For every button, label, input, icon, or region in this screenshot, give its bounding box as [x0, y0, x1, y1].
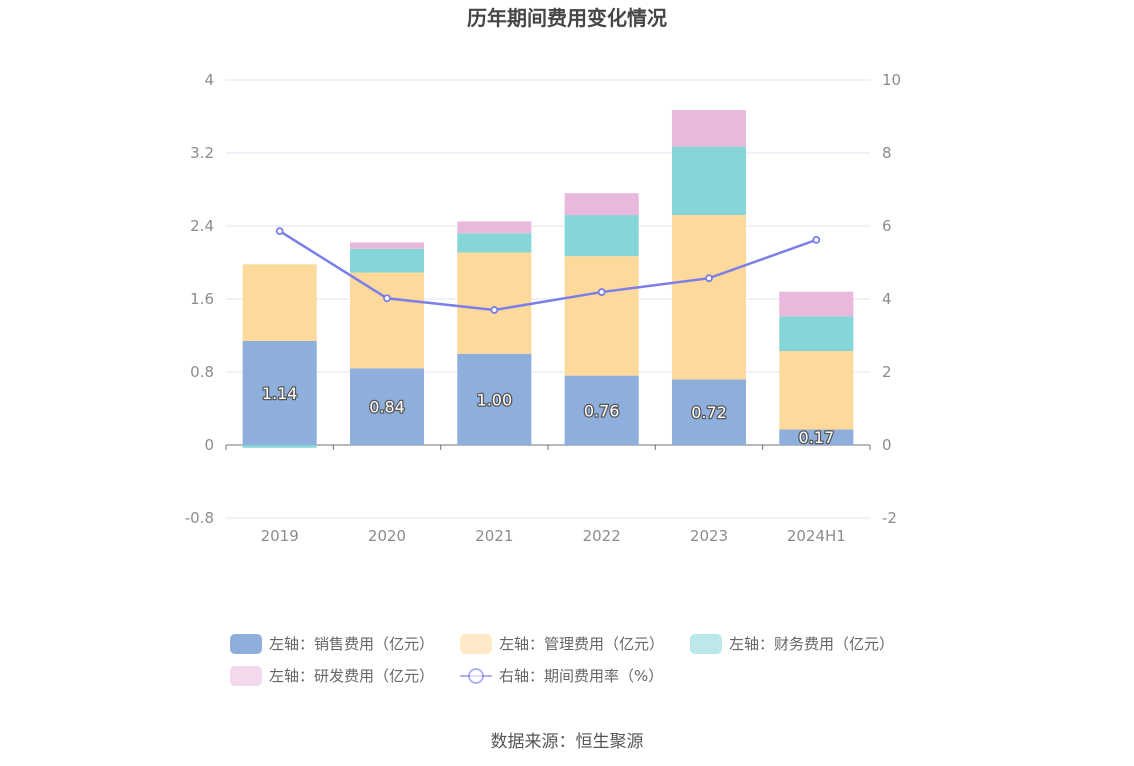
left-axis-tick-label: 2.4 [190, 217, 214, 235]
bar [671, 146, 747, 216]
right-axis-tick-label: 0 [882, 436, 892, 454]
x-axis-category-label: 2023 [690, 527, 728, 545]
left-axis-tick-label: 1.6 [190, 290, 214, 308]
bar [779, 291, 854, 317]
legend-swatch [230, 634, 262, 654]
legend-swatch [690, 634, 722, 654]
bar [779, 351, 854, 430]
chart-title: 历年期间费用变化情况 [467, 6, 667, 30]
left-axis-tick-label: 0.8 [190, 363, 214, 381]
left-axis-tick-label: -0.8 [185, 509, 214, 527]
left-axis-tick-label: 0 [204, 436, 214, 454]
right-axis-tick-label: 4 [882, 290, 892, 308]
bar-value-label: 0.84 [369, 398, 405, 417]
right-axis-tick-label: 6 [882, 217, 892, 235]
rate-point [597, 288, 606, 296]
bar [671, 379, 747, 445]
bar [564, 193, 639, 216]
legend: 左轴：销售费用（亿元） 左轴：管理费用（亿元） 左轴：财务费用（亿元） 左轴：研发费用… [230, 634, 894, 686]
legend-item-label: 左轴：研发费用（亿元） [269, 667, 434, 685]
bar [242, 264, 317, 341]
data-labels: 1.14 0.84 1.00 0.76 0.72 0.17 [261, 383, 836, 449]
legend-item-label: 左轴：管理费用（亿元） [499, 635, 664, 653]
source-text: 数据来源：恒生聚源 [491, 732, 644, 752]
right-axis-tick-label: -2 [882, 509, 897, 527]
rate-point [812, 235, 821, 244]
legend-item-label: 右轴：期间费用率（%） [499, 667, 663, 685]
right-axis-tick-label: 8 [882, 144, 892, 162]
bar [564, 215, 639, 257]
x-axis-category-label: 2019 [261, 527, 299, 545]
rate-line-series [275, 227, 821, 314]
bar [564, 256, 639, 376]
bar [457, 221, 532, 234]
legend-item-label: 左轴：销售费用（亿元） [269, 635, 434, 653]
bar-value-label: 1.00 [477, 390, 513, 409]
left-axis-tick-label: 4 [204, 71, 214, 89]
left-axis-tick-label: 3.2 [190, 144, 214, 162]
axes: 4 3.2 2.4 1.6 0.8 0 -0.8 10 8 6 4 2 0 -2 2019 2020 2021 2… [185, 71, 901, 545]
bar [671, 215, 747, 380]
rate-line [279, 230, 817, 312]
bar-value-label: 0.72 [691, 403, 727, 422]
bar [349, 242, 425, 249]
rate-point [383, 294, 391, 303]
x-axis-category-label: 2021 [475, 527, 513, 545]
bar [349, 248, 425, 273]
x-axis-category-label: 2022 [583, 527, 621, 545]
bar-series [242, 110, 854, 448]
bar [671, 110, 747, 147]
bar [457, 233, 532, 253]
right-axis-tick-label: 2 [882, 363, 892, 381]
bar [564, 375, 639, 445]
bar-value-label: 0.76 [584, 401, 620, 420]
bar [457, 252, 532, 354]
bar-value-label: 1.14 [262, 384, 298, 403]
bar [349, 272, 425, 369]
right-axis-tick-label: 10 [882, 71, 901, 89]
bar-value-label: 0.17 [799, 428, 835, 447]
x-axis-category-label: 2020 [368, 527, 406, 545]
grid-lines [226, 79, 870, 519]
legend-swatch [460, 634, 492, 654]
bar [242, 340, 317, 445]
bar [242, 445, 317, 448]
legend-point-marker [468, 668, 484, 684]
rate-point [705, 274, 713, 283]
bar [779, 429, 854, 445]
bar [779, 316, 854, 352]
bar [457, 353, 532, 445]
bar [349, 368, 425, 445]
legend-item-label: 左轴：财务费用（亿元） [729, 635, 894, 653]
legend-swatch [230, 666, 262, 686]
rate-point [490, 306, 499, 314]
rate-point [275, 227, 284, 236]
x-axis-category-label: 2024H1 [787, 527, 846, 545]
